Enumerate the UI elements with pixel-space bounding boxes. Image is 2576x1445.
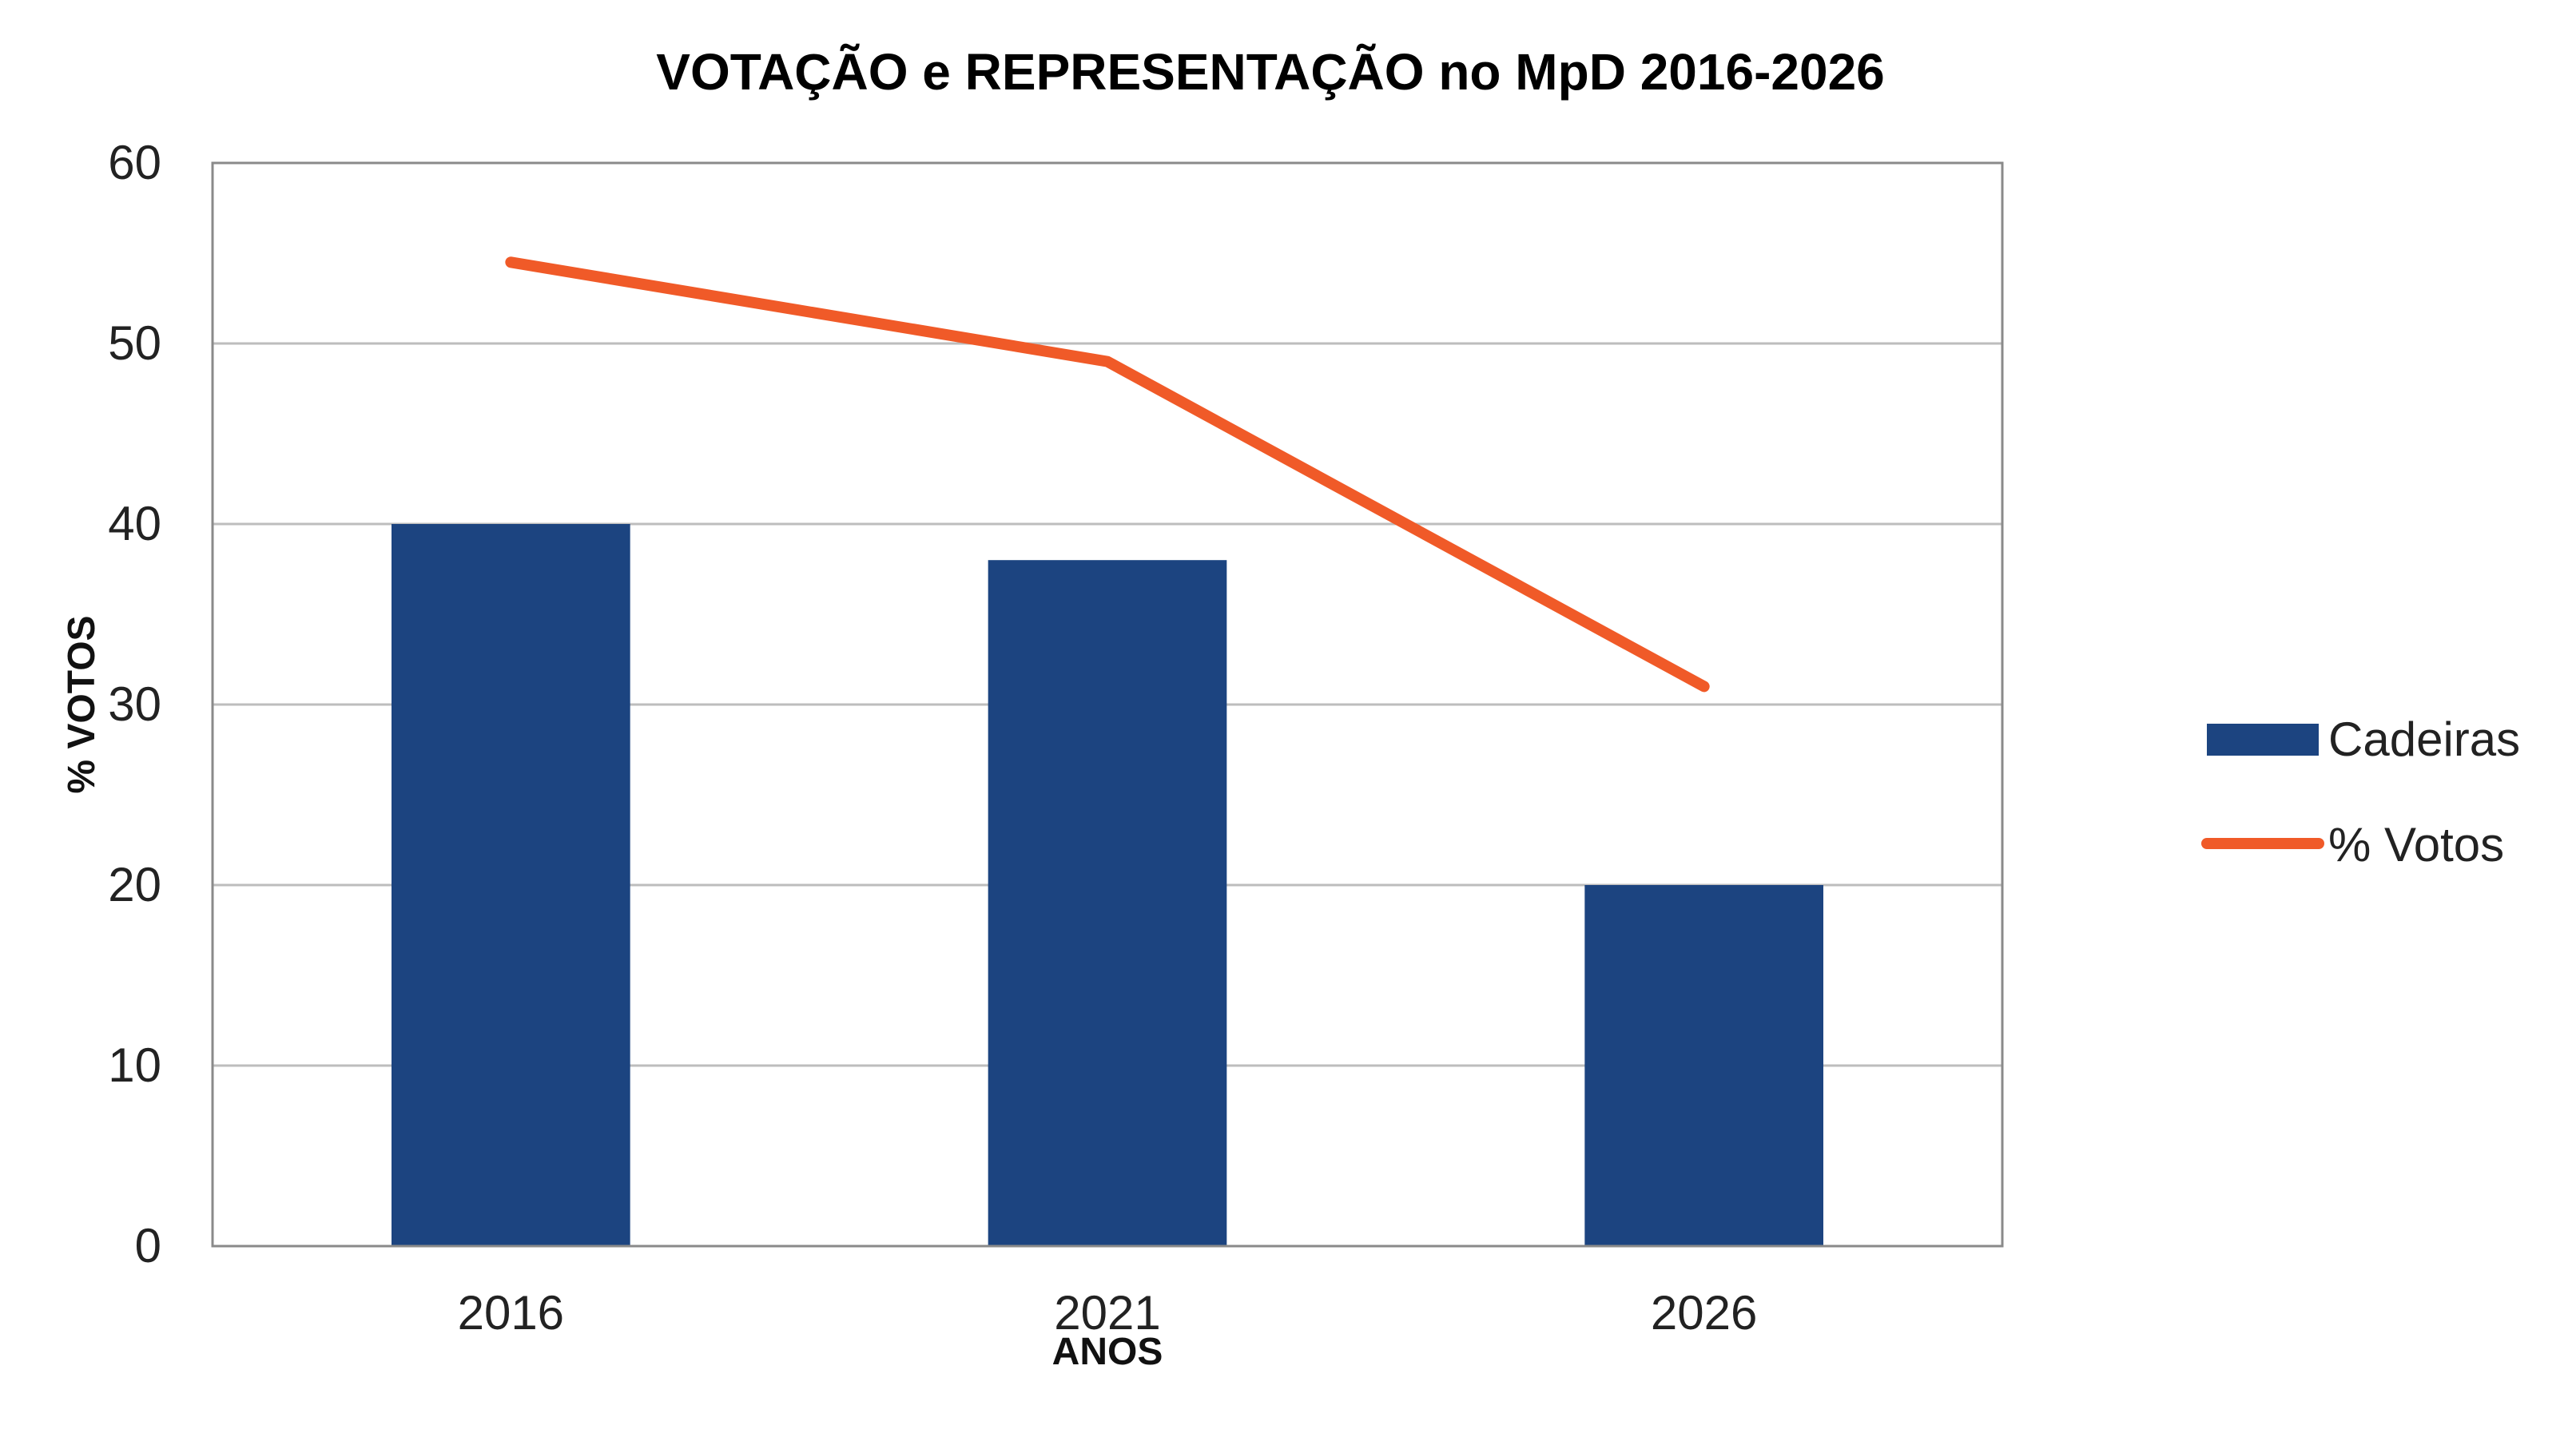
y-tick-label: 30 — [108, 677, 161, 731]
x-tick-label: 2021 — [1054, 1286, 1160, 1340]
legend-label-votos: % Votos — [2328, 818, 2504, 871]
x-axis-ticks: 2016 2021 2026 — [458, 1286, 1758, 1340]
bar-2021 — [988, 560, 1227, 1246]
legend-label-cadeiras: Cadeiras — [2328, 713, 2520, 766]
legend-swatch-cadeiras — [2207, 724, 2319, 756]
y-tick-label: 40 — [108, 497, 161, 550]
y-tick-label: 0 — [135, 1219, 161, 1272]
y-tick-label: 10 — [108, 1038, 161, 1092]
plot-area-frame — [211, 161, 2004, 1248]
votos-point-2026 — [1703, 685, 1705, 688]
x-tick-label: 2026 — [1651, 1286, 1757, 1340]
votos-point-2016 — [510, 261, 512, 264]
x-tick-label: 2016 — [458, 1286, 564, 1340]
x-axis-title: ANOS — [1052, 1331, 1163, 1373]
bar-2016 — [392, 524, 630, 1246]
y-tick-label: 20 — [108, 858, 161, 911]
bar-2026 — [1584, 885, 1823, 1246]
line-series — [505, 256, 1710, 693]
y-tick-label: 60 — [108, 136, 161, 189]
y-tick-label: 50 — [108, 316, 161, 370]
bar-series — [392, 524, 1823, 1246]
votos-point-2021 — [1107, 360, 1108, 363]
legend: Cadeiras % Votos — [2201, 713, 2520, 871]
y-axis-ticks: 0 10 20 30 40 50 60 — [108, 136, 161, 1272]
y-axis-title: % VOTOS — [61, 615, 103, 793]
chart-title: VOTAÇÃO e REPRESENTAÇÃO no MpD 2016-2026 — [656, 43, 1885, 101]
